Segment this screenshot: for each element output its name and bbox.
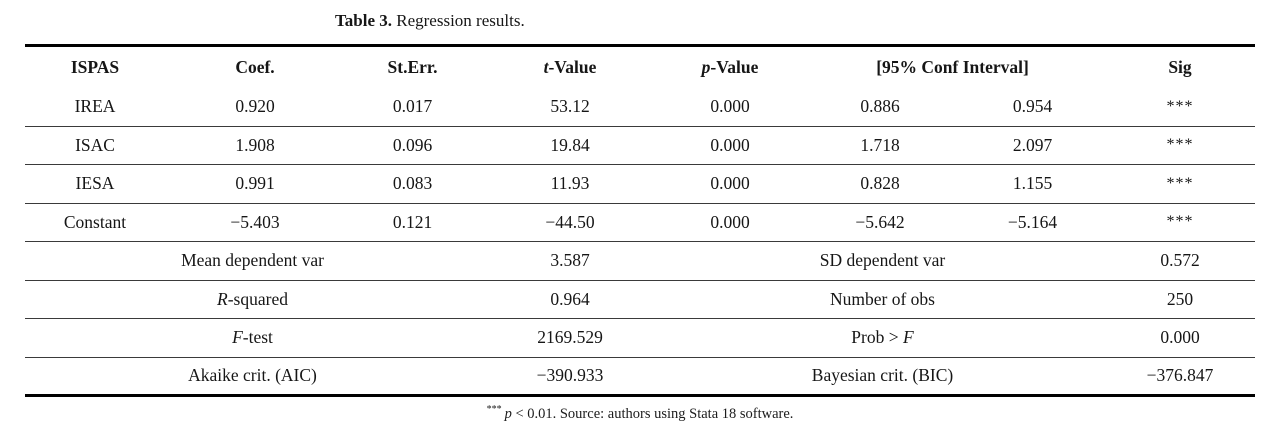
summary-value-left: −390.933 — [536, 365, 604, 386]
table-caption-number: Table 3. — [335, 11, 393, 30]
table-caption-text: Regression results. — [392, 11, 525, 30]
cell-p-value: 0.000 — [710, 134, 750, 155]
cell-coef: 0.991 — [235, 173, 275, 194]
summary-label-right: SD dependent var — [819, 250, 946, 271]
footnote-p: p — [504, 405, 512, 422]
table-row-constant: Constant −5.403 0.121 −44.50 0.000 −5.64… — [25, 203, 1255, 242]
summary-value-right: 0.572 — [1160, 250, 1200, 271]
cell-ci-low: −5.642 — [855, 211, 905, 232]
cell-variable: IESA — [75, 173, 115, 194]
header-conf-interval: [95% Conf Interval] — [876, 56, 1029, 77]
cell-sig: *** — [1166, 213, 1194, 231]
summary-row-f-test: F-test 2169.529 Prob > F 0.000 — [25, 319, 1255, 357]
summary-label-left: Mean dependent var — [181, 250, 324, 271]
cell-variable: Constant — [63, 211, 127, 232]
cell-coef: 0.920 — [235, 96, 275, 116]
cell-t-value: −44.50 — [545, 211, 595, 232]
cell-variable: IREA — [74, 96, 116, 116]
summary-row-r-squared: R-squared 0.964 Number of obs 250 — [25, 280, 1255, 319]
header-p-value: p-Value — [701, 56, 759, 77]
cell-coef: 1.908 — [235, 134, 275, 155]
header-t-value: t-Value — [543, 56, 597, 77]
regression-table: ISPAS Coef. St.Err. t-Value p-Value [95%… — [25, 44, 1255, 397]
table-row-isac: ISAC 1.908 0.096 19.84 0.000 1.718 2.097… — [25, 126, 1255, 165]
summary-label-left: Akaike crit. (AIC) — [188, 365, 317, 386]
summary-value-right: 250 — [1166, 288, 1194, 309]
summary-row-dependent-var: Mean dependent var 3.587 SD dependent va… — [25, 242, 1255, 280]
summary-value-left: 2169.529 — [537, 327, 603, 348]
footnote-stars: *** — [486, 404, 502, 415]
header-coef: Coef. — [235, 56, 275, 77]
cell-ci-high: 2.097 — [1012, 134, 1053, 155]
cell-t-value: 11.93 — [550, 173, 590, 194]
cell-sig: *** — [1166, 174, 1194, 192]
cell-ci-high: −5.164 — [1007, 211, 1058, 232]
cell-ci-high: 1.155 — [1012, 173, 1053, 194]
table-row-iesa: IESA 0.991 0.083 11.93 0.000 0.828 1.155… — [25, 165, 1255, 203]
cell-sterr: 0.096 — [392, 134, 433, 155]
cell-sig: *** — [1166, 136, 1194, 154]
cell-ci-high: 0.954 — [1012, 96, 1053, 116]
table-row-irea: IREA 0.920 0.017 53.12 0.000 0.886 0.954… — [25, 88, 1255, 126]
cell-sterr: 0.121 — [392, 211, 433, 232]
cell-p-value: 0.000 — [710, 173, 750, 194]
footnote-text: < 0.01. Source: authors using Stata 18 s… — [511, 405, 794, 422]
header-sig: Sig — [1168, 56, 1192, 77]
header-sterr: St.Err. — [387, 56, 438, 77]
header-ispas: ISPAS — [70, 56, 120, 77]
cell-ci-low: 0.828 — [860, 173, 900, 194]
cell-sig: *** — [1166, 97, 1194, 115]
cell-ci-low: 0.886 — [860, 96, 900, 116]
summary-label-left: R-squared — [217, 288, 288, 309]
cell-sterr: 0.017 — [392, 96, 433, 116]
summary-value-left: 3.587 — [550, 250, 590, 271]
summary-label-left: F-test — [232, 327, 273, 348]
table-footnote: *** p < 0.01. Source: authors using Stata… — [0, 404, 1280, 423]
cell-coef: −5.403 — [230, 211, 280, 232]
table-header-row: ISPAS Coef. St.Err. t-Value p-Value [95%… — [25, 46, 1255, 88]
table-caption: Table 3. Regression results. — [0, 0, 1280, 32]
summary-value-right: 0.000 — [1160, 327, 1200, 348]
summary-label-right: Number of obs — [830, 288, 935, 309]
summary-value-left: 0.964 — [550, 288, 590, 309]
cell-t-value: 19.84 — [550, 134, 590, 155]
cell-t-value: 53.12 — [550, 96, 590, 116]
summary-label-right: Bayesian crit. (BIC) — [811, 365, 954, 386]
summary-row-information-criteria: Akaike crit. (AIC) −390.933 Bayesian cri… — [25, 357, 1255, 396]
cell-p-value: 0.000 — [710, 96, 750, 116]
cell-sterr: 0.083 — [392, 173, 433, 194]
summary-label-right: Prob > F — [851, 327, 914, 348]
summary-value-right: −376.847 — [1146, 365, 1214, 386]
cell-p-value: 0.000 — [710, 211, 750, 232]
cell-variable: ISAC — [75, 134, 115, 155]
cell-ci-low: 1.718 — [860, 134, 900, 155]
